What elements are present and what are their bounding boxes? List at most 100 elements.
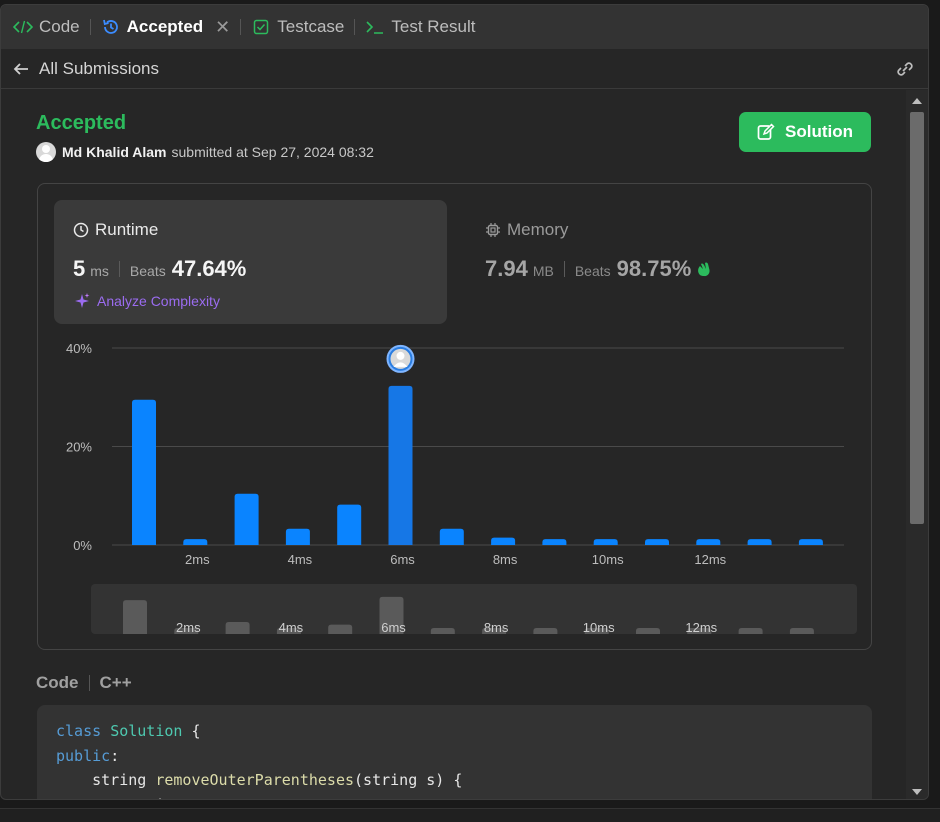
close-icon[interactable]: ✕ bbox=[215, 16, 231, 37]
performance-panel: Runtime 5 ms Beats 47.64% Analyze Comple… bbox=[37, 183, 872, 650]
submitted-time: submitted at Sep 27, 2024 08:32 bbox=[171, 144, 374, 160]
memory-card[interactable]: Memory 7.94 MB Beats 98.75% bbox=[466, 200, 856, 324]
tab-testcase-label: Testcase bbox=[277, 17, 345, 36]
chart-bar bbox=[798, 539, 823, 545]
tab-divider bbox=[89, 19, 91, 35]
checkbox-icon bbox=[251, 17, 271, 37]
x-tick-label: 2ms bbox=[185, 552, 210, 567]
navigator-bar bbox=[225, 622, 250, 634]
scroll-thumb[interactable] bbox=[910, 112, 924, 524]
code-language: C++ bbox=[99, 673, 132, 692]
tab-test-result-label: Test Result bbox=[391, 17, 476, 36]
submission-meta: Md Khalid Alam submitted at Sep 27, 2024… bbox=[36, 142, 374, 162]
runtime-beats-label: Beats bbox=[129, 263, 166, 279]
tab-test-result[interactable]: Test Result bbox=[365, 5, 475, 49]
tab-accepted[interactable]: Accepted ✕ bbox=[101, 5, 231, 49]
x-tick-label: 6ms bbox=[390, 552, 415, 567]
submission-window: Code Accepted ✕ Testcase Test Result All bbox=[0, 4, 929, 800]
arrow-left-icon[interactable] bbox=[11, 59, 31, 79]
vertical-scrollbar[interactable] bbox=[906, 90, 928, 799]
solution-button[interactable]: Solution bbox=[739, 112, 871, 152]
chart-bar bbox=[132, 399, 156, 545]
avatar bbox=[36, 142, 56, 162]
code-label: Code bbox=[36, 673, 79, 692]
navigator-tick-label: 4ms bbox=[279, 620, 304, 634]
chart-bar bbox=[388, 385, 413, 545]
navigator-tick-label: 12ms bbox=[685, 620, 717, 634]
runtime-unit: ms bbox=[90, 263, 109, 279]
code-header-divider bbox=[88, 675, 90, 691]
chart-bar bbox=[337, 504, 362, 545]
tab-code[interactable]: Code bbox=[13, 5, 80, 49]
x-tick-label: 12ms bbox=[694, 552, 726, 567]
runtime-card[interactable]: Runtime 5 ms Beats 47.64% Analyze Comple… bbox=[54, 200, 447, 324]
avatar-marker-head bbox=[396, 351, 405, 360]
code-icon bbox=[13, 17, 33, 37]
tab-testcase[interactable]: Testcase bbox=[251, 5, 344, 49]
clap-icon bbox=[698, 262, 710, 277]
runtime-metric: 5 ms Beats 47.64% bbox=[73, 256, 246, 282]
analyze-complexity-link[interactable]: Analyze Complexity bbox=[73, 292, 220, 310]
chart-bar bbox=[439, 528, 464, 545]
avatar-marker-body bbox=[393, 362, 408, 367]
metric-divider bbox=[563, 261, 565, 277]
tab-bar: Code Accepted ✕ Testcase Test Result bbox=[1, 5, 928, 49]
navigator-bar bbox=[174, 628, 199, 634]
chart-bar bbox=[491, 537, 516, 545]
code-line: string removeOuterParentheses(string s) … bbox=[56, 771, 463, 789]
chart-range-navigator[interactable]: 2ms 4ms 6ms 8ms 10ms 12ms bbox=[91, 584, 857, 634]
scroll-up-arrow-icon[interactable] bbox=[912, 98, 922, 104]
chart-bar bbox=[285, 528, 310, 545]
navigator-bar bbox=[328, 624, 353, 634]
runtime-distribution-chart: 0% 20% 40% 2ms 4ms 6ms 8ms 10ms 12ms bbox=[66, 341, 844, 567]
sparkle-icon bbox=[75, 293, 90, 308]
all-submissions-link[interactable]: All Submissions bbox=[39, 58, 159, 78]
x-tick-label: 10ms bbox=[592, 552, 624, 567]
code-header: Code C++ bbox=[36, 673, 132, 693]
analyze-label: Analyze Complexity bbox=[97, 293, 220, 309]
memory-title: Memory bbox=[485, 220, 568, 240]
navigator-tick-label: 10ms bbox=[583, 620, 615, 634]
history-icon bbox=[101, 17, 121, 37]
submissions-header: All Submissions bbox=[1, 49, 928, 89]
chart-bar bbox=[593, 539, 618, 545]
author-name[interactable]: Md Khalid Alam bbox=[62, 144, 167, 160]
navigator-bar bbox=[123, 600, 147, 634]
scroll-down-arrow-icon[interactable] bbox=[912, 789, 922, 795]
runtime-title: Runtime bbox=[73, 220, 158, 240]
code-line: public: bbox=[56, 746, 120, 765]
x-tick-label: 8ms bbox=[493, 552, 518, 567]
tab-code-label: Code bbox=[39, 17, 80, 36]
tab-divider bbox=[240, 19, 242, 35]
navigator-bar bbox=[584, 628, 609, 634]
memory-metric: 7.94 MB Beats 98.75% bbox=[485, 256, 713, 282]
tab-accepted-label: Accepted bbox=[126, 17, 204, 36]
runtime-title-label: Runtime bbox=[95, 220, 159, 239]
code-block[interactable]: class Solution { public: string removeOut… bbox=[37, 705, 872, 799]
code-line: class Solution { bbox=[56, 722, 201, 740]
memory-beats-label: Beats bbox=[574, 263, 611, 279]
navigator-tick-label: 2ms bbox=[176, 620, 201, 634]
tab-divider bbox=[354, 19, 356, 35]
x-tick-label: 4ms bbox=[288, 552, 313, 567]
memory-title-label: Memory bbox=[507, 220, 569, 239]
memory-beats-value: 98.75% bbox=[616, 256, 692, 281]
link-icon[interactable] bbox=[894, 59, 916, 79]
metric-divider bbox=[118, 261, 120, 277]
navigator-bar bbox=[379, 596, 404, 634]
memory-value: 7.94 bbox=[485, 256, 528, 281]
navigator-tick-label: 6ms bbox=[381, 620, 406, 634]
chart-bar bbox=[645, 539, 669, 545]
navigator-bar bbox=[482, 628, 507, 634]
solution-label: Solution bbox=[785, 122, 853, 141]
chart-bar bbox=[696, 539, 721, 545]
navigator-bar bbox=[789, 628, 814, 634]
chart-bar bbox=[747, 539, 772, 545]
chip-icon bbox=[486, 223, 500, 237]
chart-bar bbox=[183, 539, 208, 545]
navigator-bar bbox=[738, 628, 763, 634]
y-tick-label: 20% bbox=[66, 440, 92, 455]
edit-icon bbox=[757, 123, 775, 140]
terminal-icon bbox=[365, 17, 385, 37]
clock-icon bbox=[73, 222, 89, 238]
